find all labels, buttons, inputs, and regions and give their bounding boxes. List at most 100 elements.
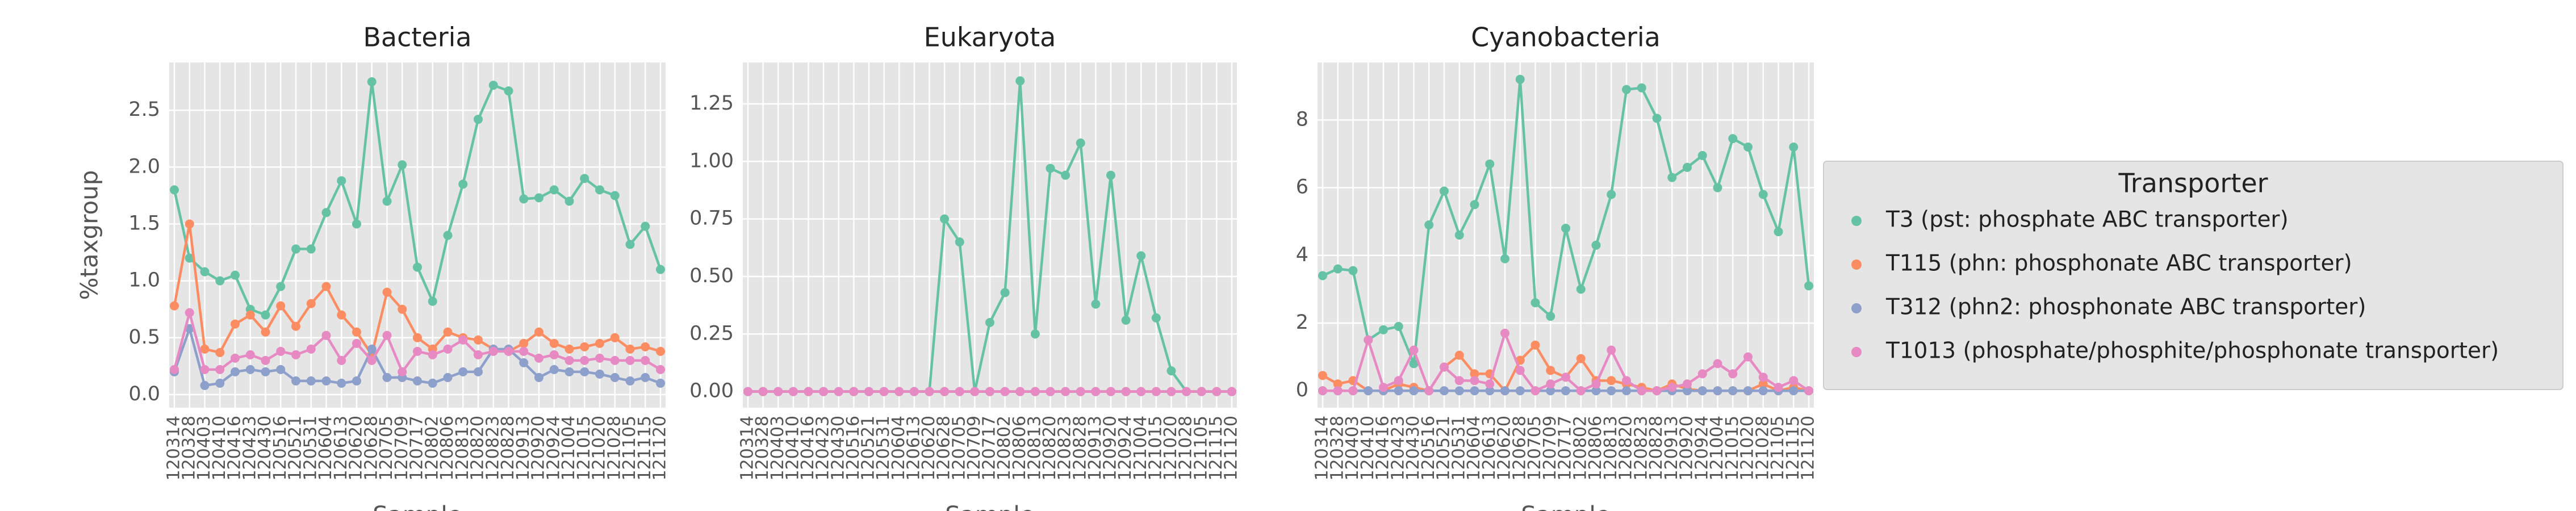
point — [925, 387, 934, 396]
point — [1076, 138, 1085, 148]
point — [580, 342, 589, 351]
legend-title: Transporter — [2118, 168, 2268, 199]
point — [1409, 345, 1419, 355]
point — [1561, 386, 1570, 396]
point — [1409, 359, 1419, 368]
point — [1454, 231, 1464, 240]
point — [474, 350, 483, 359]
x-tick-label: 120823 — [483, 416, 503, 481]
point — [245, 365, 255, 374]
point — [458, 179, 468, 189]
point — [1743, 143, 1753, 152]
point — [879, 387, 889, 396]
x-axis-label: Sample — [945, 501, 1034, 511]
point — [306, 344, 316, 354]
point — [1151, 313, 1161, 322]
point — [261, 355, 270, 365]
point — [200, 267, 210, 277]
legend-marker — [1851, 303, 1862, 313]
point — [1576, 386, 1586, 396]
x-tick-label: 120709 — [964, 416, 984, 481]
x-tick-label: 120430 — [255, 416, 275, 481]
point — [367, 77, 377, 87]
point — [1758, 190, 1768, 199]
point — [1622, 376, 1631, 386]
point — [352, 376, 361, 386]
point — [1515, 386, 1525, 396]
x-tick-label: 120806 — [1010, 416, 1030, 481]
point — [804, 387, 813, 396]
point — [504, 346, 513, 356]
x-tick-label: 121028 — [1176, 416, 1196, 481]
point — [788, 387, 798, 396]
x-tick-label: 120813 — [1601, 416, 1621, 481]
point — [1394, 386, 1403, 396]
point — [1091, 387, 1101, 396]
point — [1561, 224, 1570, 233]
point — [367, 355, 377, 365]
point — [1697, 386, 1707, 396]
x-tick-label: 120920 — [1101, 416, 1120, 481]
y-tick-label: 6 — [1296, 176, 1308, 199]
point — [1728, 369, 1738, 379]
point — [1713, 386, 1722, 396]
point — [1622, 85, 1631, 94]
point — [641, 372, 650, 382]
y-axis-label: %taxgroup — [76, 170, 103, 300]
point — [1136, 251, 1146, 261]
chart-title: Bacteria — [363, 22, 471, 53]
legend-label: T1013 (phosphate/phosphite/phosphonate t… — [1885, 338, 2499, 364]
point — [413, 346, 422, 356]
x-tick-label: 120416 — [798, 416, 818, 481]
point — [1000, 288, 1010, 298]
x-tick-label: 120709 — [392, 416, 412, 481]
x-tick-label: 121015 — [574, 416, 594, 481]
point — [1683, 162, 1692, 172]
x-tick-label: 120628 — [1509, 416, 1529, 481]
point — [200, 344, 210, 354]
x-tick-label: 121120 — [650, 416, 670, 481]
point — [276, 346, 286, 356]
point — [625, 240, 635, 249]
legend-label: T115 (phn: phosphonate ABC transporter) — [1885, 251, 2352, 277]
point — [534, 193, 543, 203]
x-tick-label: 121020 — [589, 416, 609, 481]
point — [291, 350, 300, 359]
point — [231, 319, 240, 329]
x-tick-label: 120802 — [422, 416, 442, 481]
point — [1530, 298, 1540, 308]
point — [382, 287, 392, 297]
point — [474, 335, 483, 345]
point — [321, 330, 331, 340]
point — [1348, 386, 1358, 396]
point — [1758, 372, 1768, 382]
point — [656, 265, 665, 274]
x-tick-label: 121015 — [1145, 416, 1165, 481]
x-tick-label: 120709 — [1540, 416, 1560, 481]
point — [1227, 387, 1236, 396]
point — [849, 387, 859, 396]
point — [549, 365, 559, 374]
point — [641, 342, 650, 351]
x-tick-label: 120823 — [1055, 416, 1075, 481]
point — [1789, 143, 1799, 152]
y-tick-label: 2.5 — [128, 98, 160, 121]
point — [306, 244, 316, 254]
point — [1652, 386, 1662, 396]
point — [1166, 366, 1176, 376]
point — [1091, 299, 1101, 309]
x-axis-label: Sample — [373, 501, 462, 511]
point — [595, 369, 604, 379]
point — [1591, 240, 1601, 250]
point — [337, 378, 346, 388]
point — [1182, 387, 1191, 396]
x-tick-label: 120705 — [377, 416, 396, 481]
point — [758, 387, 768, 396]
point — [1743, 386, 1753, 396]
legend-box — [1823, 161, 2564, 390]
point — [580, 355, 589, 365]
chart-title: Cyanobacteria — [1471, 22, 1661, 53]
point — [1591, 379, 1601, 389]
point — [1607, 376, 1616, 386]
point — [215, 378, 225, 388]
